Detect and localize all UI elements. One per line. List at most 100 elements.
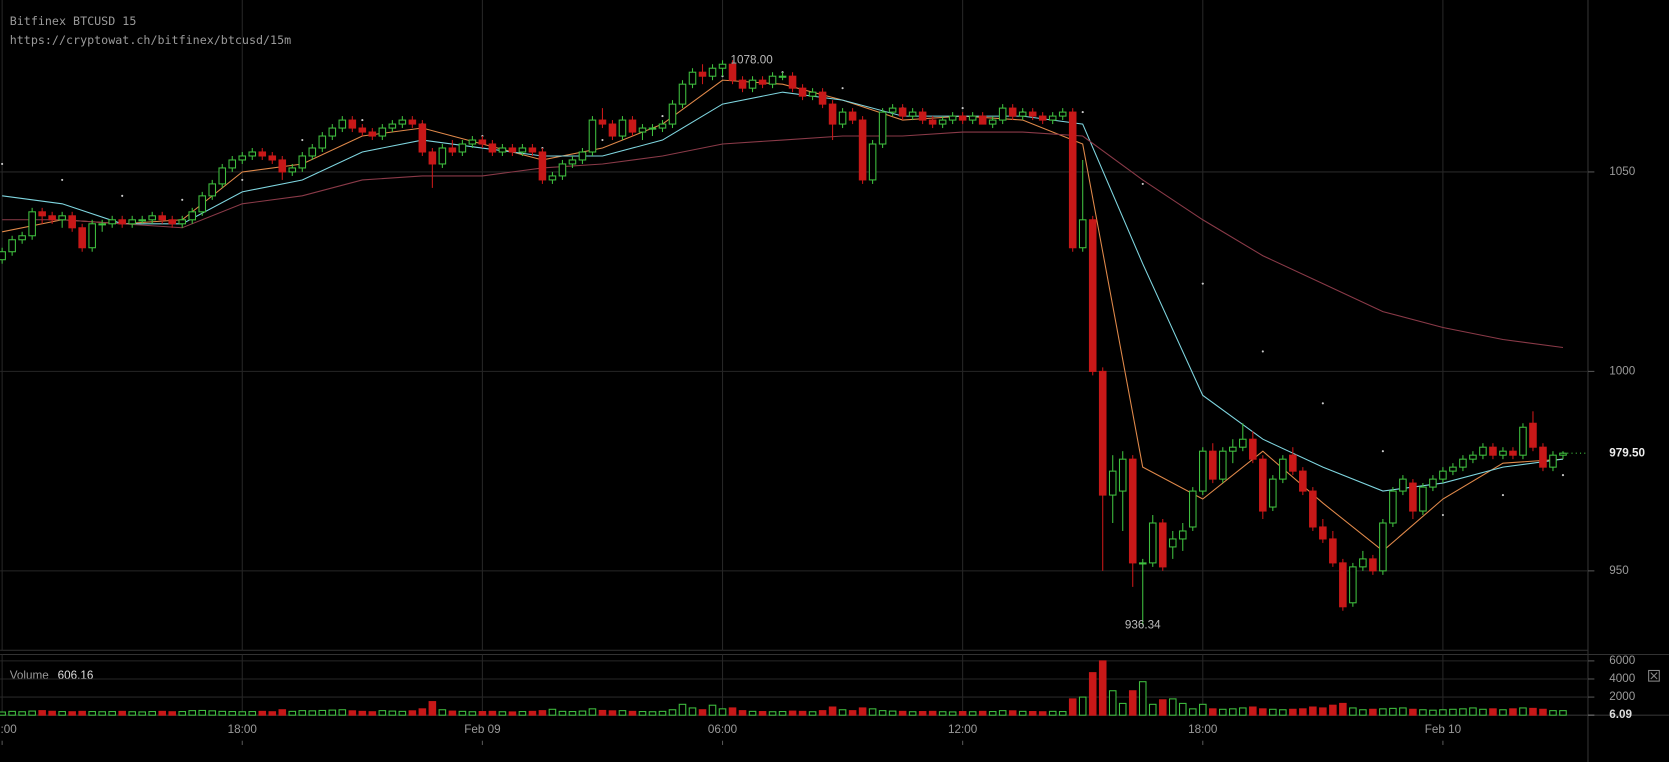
candle-body <box>148 215 156 221</box>
volume-bar <box>1078 696 1087 716</box>
volume-bar <box>1229 708 1237 716</box>
candle-body <box>1018 111 1027 117</box>
candle-body <box>998 107 1007 121</box>
volume-bar <box>848 710 857 716</box>
candle-body <box>1519 426 1527 456</box>
volume-bar <box>868 708 877 716</box>
volume-bar <box>1429 709 1437 716</box>
indicator-dot <box>361 119 364 122</box>
volume-bar <box>1329 704 1337 716</box>
candle-body <box>1459 458 1467 468</box>
indicator-dot <box>1 162 4 166</box>
candle-body <box>318 135 327 149</box>
volume-bar <box>1028 711 1037 716</box>
candle-body <box>1198 450 1207 492</box>
candle-body <box>18 235 26 241</box>
volume-bar <box>68 711 76 716</box>
volume-bar <box>358 710 367 716</box>
candle-body <box>488 143 497 153</box>
candle-body <box>558 163 567 177</box>
candle-body <box>288 167 297 173</box>
volume-bar <box>1559 710 1567 716</box>
volume-bar <box>1269 708 1277 716</box>
volume-bar <box>778 711 787 716</box>
x-tick-label: 06:00 <box>708 723 738 736</box>
volume-bar <box>1299 708 1307 716</box>
candle-body <box>1509 450 1517 456</box>
candle-body <box>1479 446 1487 456</box>
close-icon[interactable] <box>1648 669 1660 682</box>
candle-body <box>1088 219 1097 372</box>
volume-bar <box>1319 707 1327 716</box>
volume-bar <box>1158 699 1167 716</box>
candle-body <box>878 111 887 145</box>
indicator-dot <box>601 138 604 142</box>
candle-body <box>88 223 96 249</box>
volume-bar <box>1439 709 1447 716</box>
volume-bar <box>498 711 507 716</box>
candle-body <box>618 119 627 137</box>
volume-bar <box>1088 672 1097 716</box>
candle-body <box>788 75 797 89</box>
volume-bar <box>1138 681 1147 716</box>
volume-bar <box>328 709 337 716</box>
candle-body <box>1399 478 1407 492</box>
candle-body <box>1489 446 1497 456</box>
candle-body <box>238 155 247 161</box>
volume-bar <box>798 710 807 716</box>
indicator-line <box>2 91 1564 492</box>
candle-body <box>1108 470 1117 496</box>
volume-bar <box>348 710 357 716</box>
candle-body <box>948 115 957 121</box>
indicator-dot <box>1321 402 1324 405</box>
candle-body <box>1419 486 1427 512</box>
volume-bar <box>638 711 647 716</box>
candle-body <box>718 63 727 69</box>
candle-body <box>848 111 857 121</box>
candle-body <box>338 119 347 129</box>
volume-bar <box>1479 708 1487 716</box>
volume-bar <box>108 711 116 716</box>
candle-body <box>498 147 507 153</box>
candle-body <box>228 159 237 169</box>
candle-body <box>1329 538 1337 564</box>
candle-body <box>1078 219 1087 249</box>
volume-bar <box>58 711 66 716</box>
candle-body <box>1158 522 1167 568</box>
indicator-dot <box>241 178 244 181</box>
candle-body <box>1219 450 1227 480</box>
indicator-dot <box>1141 182 1144 185</box>
candle-body <box>588 119 597 153</box>
candle-body <box>1128 458 1137 564</box>
indicator-dot <box>1501 494 1505 497</box>
volume-bar <box>508 711 517 716</box>
volume-bar <box>898 710 907 716</box>
candle-body <box>1138 562 1147 565</box>
volume-bar <box>1349 707 1357 716</box>
candle-body <box>968 115 977 121</box>
candle-body <box>648 127 657 130</box>
volume-bar <box>78 710 86 716</box>
candle-body <box>538 151 547 181</box>
volume-bar <box>318 709 327 716</box>
candle-body <box>1339 562 1347 608</box>
indicator-dot <box>1261 350 1264 353</box>
volume-bar <box>518 711 527 716</box>
candle-body <box>118 219 126 225</box>
volume-bar <box>178 711 187 716</box>
volume-bar <box>878 710 887 716</box>
candle-body <box>1148 522 1157 564</box>
volume-bar <box>248 711 257 716</box>
volume-bar <box>428 701 437 716</box>
candle-body <box>138 219 146 222</box>
candle-body <box>658 123 667 129</box>
volume-bar <box>338 709 347 716</box>
volume-bar <box>548 708 557 716</box>
indicator-dot <box>301 138 304 142</box>
volume-bar <box>1219 708 1227 716</box>
candle-body <box>1068 111 1077 249</box>
volume-bar <box>158 710 167 716</box>
candle-body <box>1229 446 1237 452</box>
candle-body <box>1299 470 1307 492</box>
volume-bar <box>378 710 387 716</box>
